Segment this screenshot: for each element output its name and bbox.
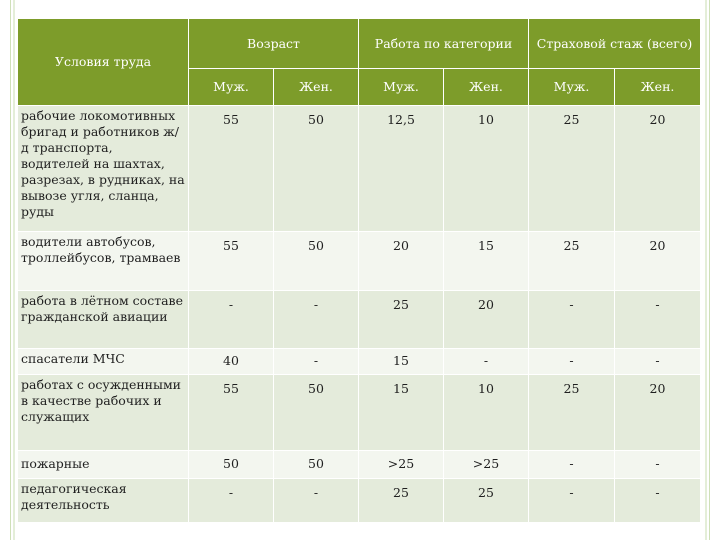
cell-value: - [188,290,274,349]
cell-value: - [528,450,615,479]
cell-value: - [273,348,359,375]
table-row: работах с осужденными в качестве рабочих… [17,374,702,451]
cell-value: 25 [528,374,615,451]
table-row: педагогическая деятельность - - 25 25 - … [17,478,702,523]
row-label: спасатели МЧС [17,348,189,375]
header-sub-male: Муж. [188,68,274,106]
header-row-main: Условия труда Возраст Работа по категори… [17,18,702,106]
cell-value: - [188,478,274,523]
header-sub-male: Муж. [528,68,615,106]
header-sub-female: Жен. [613,68,702,106]
cell-value: 12,5 [358,105,444,232]
header-age: Возраст [188,18,359,69]
header-insurance: Страховой стаж (всего) [527,18,702,69]
cell-value: 20 [443,290,529,349]
header-sub-female: Жен. [273,68,359,106]
row-label: рабочие локомотивных бригад и работников… [17,105,189,232]
right-border-decoration [709,0,720,540]
table-row: рабочие локомотивных бригад и работников… [17,105,702,232]
cell-value: 25 [528,105,615,232]
cell-value: 25 [358,478,444,523]
cell-value: 50 [273,231,359,291]
cell-value: 15 [443,231,529,291]
cell-value: - [528,290,615,349]
cell-value: 10 [443,374,529,451]
cell-value: - [273,290,359,349]
header-row-sub: Муж. Жен. Муж. Жен. Муж. Жен. [18,68,702,106]
cell-value: 15 [358,374,444,451]
cell-value: 50 [273,374,359,451]
table-row: пожарные 50 50 >25 >25 - - [17,450,702,479]
cell-value: 20 [613,105,702,232]
row-label: работах с осужденными в качестве рабочих… [17,374,189,451]
cell-value: 20 [613,231,702,291]
cell-value: 50 [273,450,359,479]
cell-value: 55 [188,231,274,291]
cell-value: - [528,478,615,523]
cell-value: 15 [358,348,444,375]
right-border-line [705,0,707,540]
cell-value: >25 [443,450,529,479]
cell-value: - [613,450,702,479]
cell-value: 25 [443,478,529,523]
cell-value: - [443,348,529,375]
cell-value: - [613,290,702,349]
table-row: водители автобусов, троллейбусов, трамва… [17,231,702,291]
header-sub-male: Муж. [358,68,444,106]
row-label: педагогическая деятельность [17,478,189,523]
left-border-line [13,0,15,540]
header-conditions: Условия труда [17,18,189,106]
cell-value: 25 [528,231,615,291]
cell-value: 10 [443,105,529,232]
header-sub-female: Жен. [443,68,529,106]
cell-value: >25 [358,450,444,479]
cell-value: 20 [613,374,702,451]
cell-value: 55 [188,374,274,451]
cell-value: - [528,348,615,375]
retirement-conditions-table: Условия труда Возраст Работа по категори… [17,18,702,523]
table-row: работа в лётном составе гражданской авиа… [17,290,702,349]
row-label: водители автобусов, троллейбусов, трамва… [17,231,189,291]
cell-value: 20 [358,231,444,291]
cell-value: 50 [188,450,274,479]
cell-value: 40 [188,348,274,375]
cell-value: - [613,348,702,375]
cell-value: 55 [188,105,274,232]
left-border-decoration [0,0,11,540]
table-row: спасатели МЧС 40 - 15 - - - [17,348,702,375]
row-label: работа в лётном составе гражданской авиа… [17,290,189,349]
cell-value: 25 [358,290,444,349]
header-category-work: Работа по категории [358,18,529,69]
row-label: пожарные [17,450,189,479]
cell-value: - [613,478,702,523]
cell-value: 50 [273,105,359,232]
cell-value: - [273,478,359,523]
